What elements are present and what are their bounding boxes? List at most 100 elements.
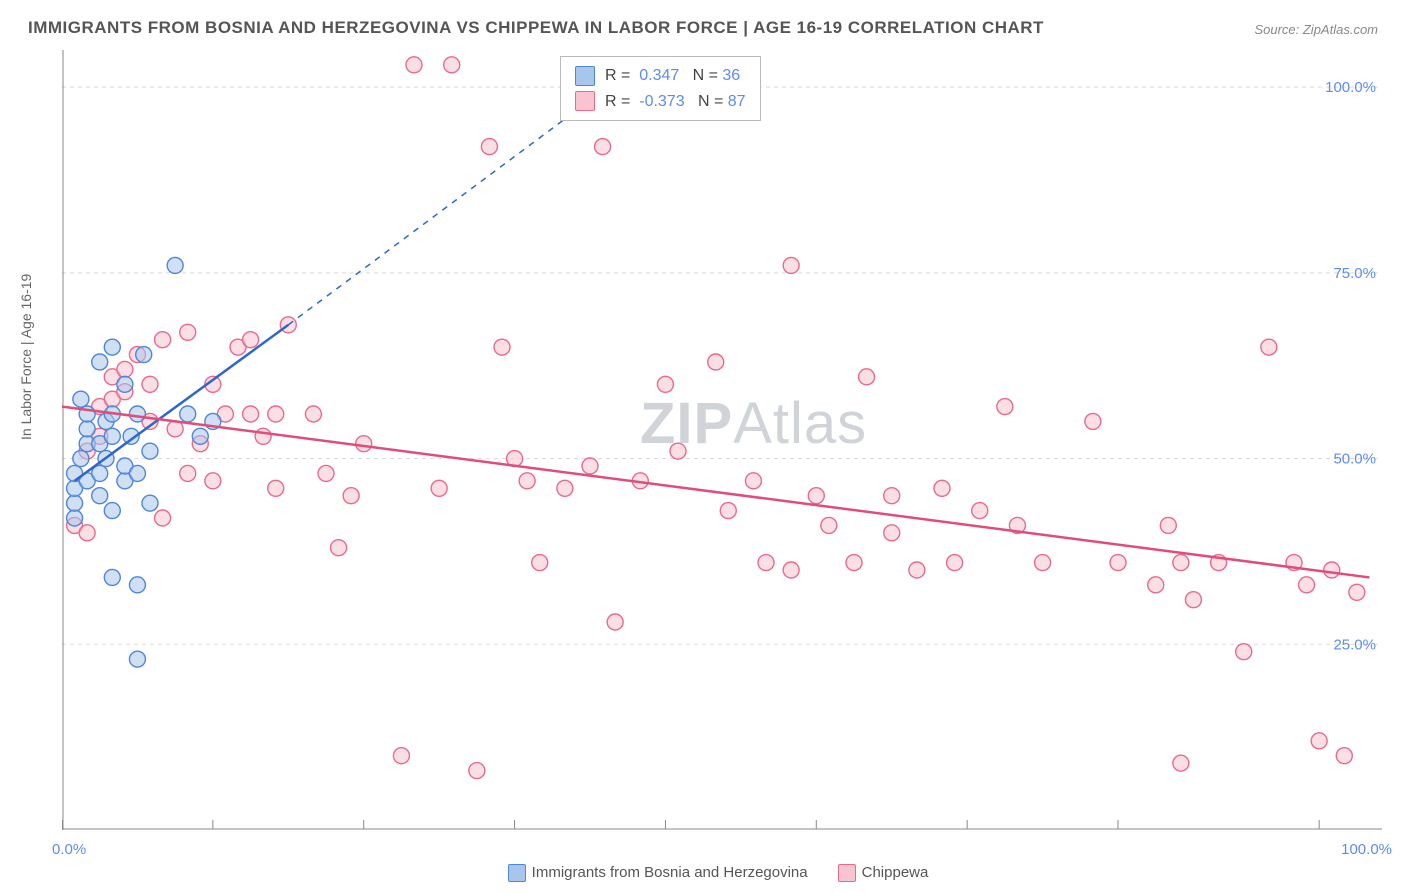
legend-label: Immigrants from Bosnia and Herzegovina: [532, 864, 808, 881]
trend-line: [62, 407, 1369, 578]
chippewa-point: [268, 406, 284, 422]
chippewa-point: [972, 503, 988, 519]
chippewa-point: [859, 369, 875, 385]
chippewa-point: [884, 488, 900, 504]
chippewa-point: [1110, 555, 1126, 571]
chippewa-point: [155, 510, 171, 526]
chippewa-point: [318, 465, 334, 481]
chippewa-point: [582, 458, 598, 474]
bosnia-point: [73, 451, 89, 467]
bosnia-point: [167, 257, 183, 273]
chippewa-point: [469, 763, 485, 779]
chippewa-point: [180, 324, 196, 340]
bosnia-point: [92, 354, 108, 370]
bosnia-point: [104, 503, 120, 519]
chippewa-point: [1185, 592, 1201, 608]
chippewa-point: [808, 488, 824, 504]
chippewa-point: [745, 473, 761, 489]
chippewa-point: [1324, 562, 1340, 578]
x-tick-label-max: 100.0%: [1341, 841, 1392, 858]
chippewa-point: [1173, 755, 1189, 771]
chippewa-point: [1311, 733, 1327, 749]
chippewa-point: [393, 748, 409, 764]
bosnia-point: [129, 406, 145, 422]
chippewa-point: [243, 332, 259, 348]
bosnia-point: [129, 651, 145, 667]
bosnia-point: [129, 465, 145, 481]
chart-area: 25.0%50.0%75.0%100.0% 0.0%100.0%: [62, 50, 1382, 830]
chippewa-point: [1173, 555, 1189, 571]
legend-swatch: [575, 91, 595, 111]
chippewa-point: [1349, 584, 1365, 600]
bosnia-point: [92, 488, 108, 504]
chippewa-point: [255, 428, 271, 444]
chippewa-point: [205, 473, 221, 489]
chippewa-point: [1299, 577, 1315, 593]
y-tick-label: 25.0%: [1333, 636, 1376, 653]
chippewa-point: [1261, 339, 1277, 355]
x-tick-label-min: 0.0%: [52, 841, 86, 858]
bosnia-point: [79, 421, 95, 437]
chippewa-point: [268, 480, 284, 496]
chippewa-point: [142, 376, 158, 392]
chippewa-point: [494, 339, 510, 355]
bosnia-point: [67, 495, 83, 511]
chippewa-point: [444, 57, 460, 73]
chippewa-point: [708, 354, 724, 370]
chippewa-point: [519, 473, 535, 489]
r-value: -0.373: [639, 93, 684, 110]
bosnia-point: [129, 577, 145, 593]
chippewa-point: [305, 406, 321, 422]
y-tick-label: 50.0%: [1333, 451, 1376, 468]
correlation-legend: R = 0.347 N = 36R = -0.373 N = 87: [560, 56, 761, 121]
chippewa-point: [1035, 555, 1051, 571]
chippewa-point: [909, 562, 925, 578]
chippewa-point: [934, 480, 950, 496]
chippewa-point: [481, 139, 497, 155]
chippewa-point: [720, 503, 736, 519]
chippewa-point: [1336, 748, 1352, 764]
correlation-row: R = 0.347 N = 36: [575, 63, 746, 89]
n-value: 36: [722, 67, 740, 84]
chippewa-point: [657, 376, 673, 392]
chippewa-point: [557, 480, 573, 496]
chippewa-point: [532, 555, 548, 571]
chippewa-point: [947, 555, 963, 571]
n-value: 87: [728, 93, 746, 110]
chippewa-point: [117, 361, 133, 377]
chippewa-point: [607, 614, 623, 630]
legend-swatch: [508, 864, 526, 882]
legend-swatch: [575, 66, 595, 86]
bosnia-point: [142, 443, 158, 459]
chippewa-point: [783, 562, 799, 578]
bosnia-point: [67, 510, 83, 526]
chippewa-point: [670, 443, 686, 459]
chippewa-point: [331, 540, 347, 556]
chippewa-point: [595, 139, 611, 155]
chippewa-point: [1148, 577, 1164, 593]
bosnia-point: [180, 406, 196, 422]
chippewa-point: [406, 57, 422, 73]
chart-title: IMMIGRANTS FROM BOSNIA AND HERZEGOVINA V…: [28, 18, 1044, 38]
bosnia-point: [142, 495, 158, 511]
chippewa-point: [846, 555, 862, 571]
chippewa-point: [155, 332, 171, 348]
series-legend: Immigrants from Bosnia and HerzegovinaCh…: [0, 864, 1406, 882]
y-tick-label: 75.0%: [1333, 265, 1376, 282]
bosnia-point: [104, 428, 120, 444]
chippewa-point: [884, 525, 900, 541]
chippewa-point: [783, 257, 799, 273]
chippewa-point: [1236, 644, 1252, 660]
bosnia-point: [192, 428, 208, 444]
chippewa-point: [343, 488, 359, 504]
y-axis-label: In Labor Force | Age 16-19: [18, 274, 34, 440]
y-tick-label: 100.0%: [1325, 79, 1376, 96]
chippewa-point: [79, 525, 95, 541]
chippewa-point: [180, 465, 196, 481]
chippewa-point: [758, 555, 774, 571]
bosnia-point: [104, 339, 120, 355]
correlation-row: R = -0.373 N = 87: [575, 89, 746, 115]
chippewa-point: [243, 406, 259, 422]
bosnia-point: [104, 569, 120, 585]
chippewa-point: [1085, 413, 1101, 429]
